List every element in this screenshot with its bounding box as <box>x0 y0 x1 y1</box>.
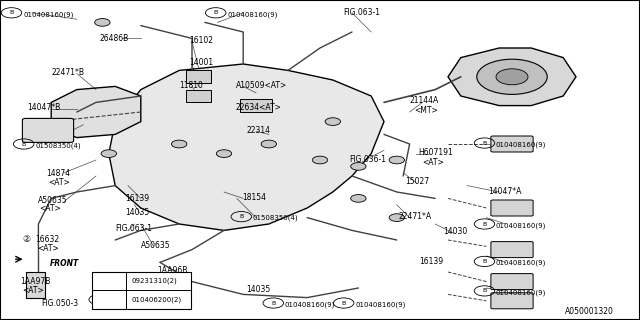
Text: B: B <box>214 10 218 15</box>
Text: FIG.050-3: FIG.050-3 <box>42 299 79 308</box>
Circle shape <box>261 140 276 148</box>
Text: 010408160(9): 010408160(9) <box>227 11 278 18</box>
Text: 14047*B: 14047*B <box>27 103 60 112</box>
Text: <AT>: <AT> <box>40 204 61 213</box>
Text: 14035: 14035 <box>125 208 149 217</box>
Bar <box>240 99 272 112</box>
Bar <box>186 70 211 83</box>
Text: B: B <box>483 288 486 293</box>
PathPatch shape <box>51 86 141 138</box>
Text: B: B <box>271 300 275 306</box>
FancyBboxPatch shape <box>491 293 533 309</box>
Circle shape <box>325 118 340 125</box>
Text: <AT>: <AT> <box>422 158 444 167</box>
Bar <box>26 272 45 298</box>
Text: 1AA97B: 1AA97B <box>20 277 51 286</box>
Text: A10509<AT>: A10509<AT> <box>236 81 287 90</box>
Text: 14035: 14035 <box>246 285 271 294</box>
Text: 010408160(9): 010408160(9) <box>355 301 406 308</box>
Text: 010408160(9): 010408160(9) <box>496 289 547 296</box>
FancyBboxPatch shape <box>22 118 74 142</box>
Text: B: B <box>483 259 486 264</box>
Text: 010408160(9): 010408160(9) <box>285 301 335 308</box>
Circle shape <box>216 150 232 157</box>
Text: <AT>: <AT> <box>48 178 70 187</box>
Text: 22314: 22314 <box>246 126 270 135</box>
Circle shape <box>496 69 528 85</box>
Text: FIG.036-1: FIG.036-1 <box>349 155 386 164</box>
Text: B: B <box>342 300 346 306</box>
Text: 18154: 18154 <box>242 193 266 202</box>
Text: 16139: 16139 <box>125 194 149 203</box>
Text: <AT>: <AT> <box>22 286 44 295</box>
Circle shape <box>101 150 116 157</box>
Text: 010408160(9): 010408160(9) <box>23 11 74 18</box>
Circle shape <box>351 163 366 170</box>
Text: 11810: 11810 <box>179 81 203 90</box>
FancyBboxPatch shape <box>491 274 533 290</box>
Text: FRONT: FRONT <box>50 260 79 268</box>
Text: B: B <box>109 297 113 302</box>
Text: 010406200(2): 010406200(2) <box>131 296 182 303</box>
PathPatch shape <box>448 48 576 106</box>
Text: 2: 2 <box>97 297 101 303</box>
Text: B: B <box>22 141 26 147</box>
Text: 14030: 14030 <box>443 228 467 236</box>
FancyBboxPatch shape <box>491 242 533 258</box>
FancyBboxPatch shape <box>491 136 533 152</box>
Text: A50635: A50635 <box>141 241 170 250</box>
Text: 14047*A: 14047*A <box>488 187 522 196</box>
Text: 1AA96B: 1AA96B <box>157 266 187 275</box>
Text: B: B <box>483 221 486 227</box>
Text: FIG.063-1: FIG.063-1 <box>344 8 381 17</box>
Circle shape <box>477 59 547 94</box>
Text: 26486B: 26486B <box>99 34 129 43</box>
Text: B: B <box>483 140 486 146</box>
Text: 010408160(9): 010408160(9) <box>496 141 547 148</box>
Circle shape <box>389 214 404 221</box>
Text: <MT>: <MT> <box>415 106 438 115</box>
Circle shape <box>172 140 187 148</box>
Text: 01508350(4): 01508350(4) <box>35 142 81 149</box>
Text: B: B <box>239 214 243 219</box>
PathPatch shape <box>109 64 384 230</box>
Circle shape <box>351 195 366 202</box>
Circle shape <box>389 156 404 164</box>
Text: 010408160(9): 010408160(9) <box>496 260 547 266</box>
Text: FIG.063-1: FIG.063-1 <box>115 224 152 233</box>
Text: 21144A: 21144A <box>410 96 439 105</box>
Text: 22471*B: 22471*B <box>51 68 84 76</box>
Text: H607191: H607191 <box>418 148 452 157</box>
Text: 16139: 16139 <box>419 257 444 266</box>
FancyBboxPatch shape <box>491 200 533 216</box>
Text: 16632: 16632 <box>35 235 60 244</box>
Text: 14001: 14001 <box>189 58 213 67</box>
Text: ②: ② <box>22 235 31 244</box>
Circle shape <box>312 156 328 164</box>
Text: A050001320: A050001320 <box>564 308 613 316</box>
Text: 22634<AT>: 22634<AT> <box>236 103 282 112</box>
Text: 16102: 16102 <box>189 36 212 45</box>
Text: 010408160(9): 010408160(9) <box>496 222 547 229</box>
Text: 1: 1 <box>100 278 106 284</box>
Text: 15027: 15027 <box>405 177 429 186</box>
Text: <AT>: <AT> <box>37 244 59 253</box>
Text: 22471*A: 22471*A <box>398 212 431 221</box>
Text: 09231310(2): 09231310(2) <box>131 278 177 284</box>
Text: 01508350(4): 01508350(4) <box>253 215 298 221</box>
Bar <box>92 272 191 309</box>
Text: 14874: 14874 <box>46 169 70 178</box>
Text: <AT>: <AT> <box>159 275 180 284</box>
Text: A50635: A50635 <box>38 196 68 204</box>
Bar <box>186 91 211 102</box>
Text: B: B <box>10 10 13 15</box>
Circle shape <box>95 19 110 26</box>
